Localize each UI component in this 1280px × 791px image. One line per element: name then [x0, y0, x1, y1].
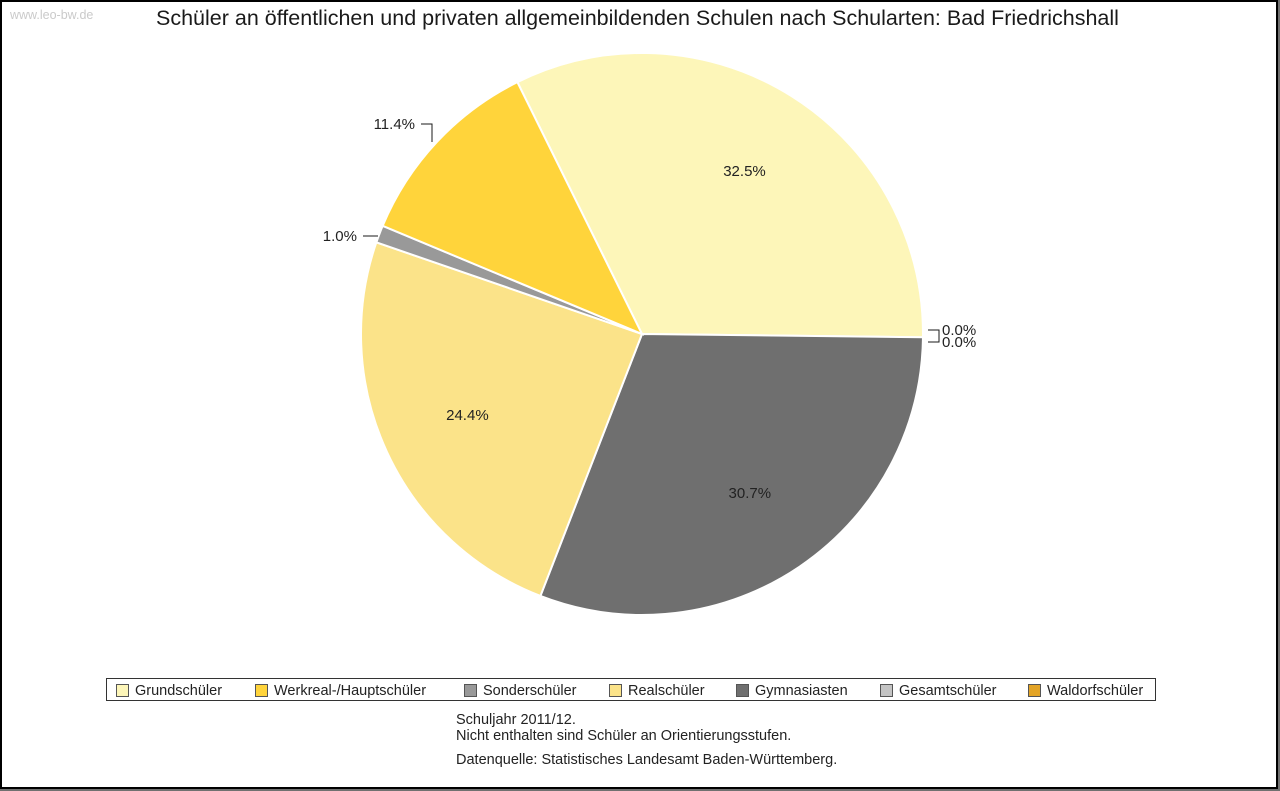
svg-text:32.5%: 32.5%	[723, 163, 766, 180]
svg-text:1.0%: 1.0%	[323, 228, 357, 245]
svg-text:11.4%: 11.4%	[374, 116, 415, 133]
svg-text:0.0%: 0.0%	[942, 334, 976, 351]
svg-text:24.4%: 24.4%	[446, 407, 489, 424]
svg-text:30.7%: 30.7%	[729, 485, 772, 502]
